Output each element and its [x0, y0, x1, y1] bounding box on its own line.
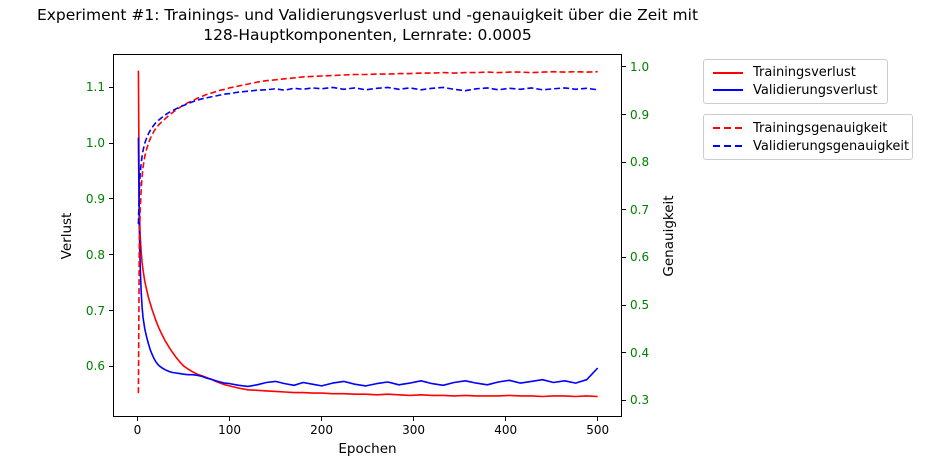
x-tick-mark — [505, 417, 507, 421]
x-tick-label: 100 — [218, 423, 241, 437]
chart-title: Experiment #1: Trainings- und Validierun… — [0, 6, 735, 45]
y-left-tick-mark — [109, 254, 113, 256]
x-tick-mark — [413, 417, 415, 421]
y-right-tick-label: 0.5 — [630, 298, 650, 313]
legend-accuracy: Trainingsgenauigkeit Validierungsgenauig… — [703, 114, 913, 160]
y-right-tick-label: 1.0 — [630, 59, 650, 74]
red-dashed-line-sample — [713, 127, 743, 129]
y-right-tick-label: 0.3 — [630, 393, 650, 408]
y-right-tick-mark — [622, 256, 626, 258]
y-left-tick-label: 0.6 — [85, 359, 105, 374]
legend-item-validierungsverlust: Validierungsverlust — [713, 82, 878, 100]
x-tick-label: 0 — [133, 423, 142, 437]
y-left-tick-label: 0.8 — [85, 247, 105, 262]
y-right-tick-label: 0.8 — [630, 155, 650, 170]
x-tick-label: 200 — [310, 423, 334, 437]
legend-item-trainingsverlust: Trainingsverlust — [713, 64, 878, 82]
y-right-tick-mark — [622, 209, 626, 211]
y-left-tick-mark — [109, 86, 113, 88]
y-left-tick-label: 1.1 — [85, 80, 105, 95]
x-tick-mark — [229, 417, 231, 421]
y-right-tick-mark — [622, 352, 626, 354]
y-right-tick-mark — [622, 161, 626, 163]
y-right-tick-mark — [622, 399, 626, 401]
chart-title-line1: Experiment #1: Trainings- und Validierun… — [36, 6, 699, 24]
y-right-tick-label: 0.9 — [630, 107, 650, 122]
red-solid-line-sample — [713, 71, 743, 74]
legend-label: Validierungsverlust — [753, 82, 878, 98]
series-line-trainingsverlust — [137, 70, 598, 398]
blue-solid-line-sample — [713, 89, 743, 92]
y-axis-label-right: Genauigkeit — [661, 195, 677, 277]
y-right-tick-label: 0.4 — [630, 345, 650, 360]
y-left-tick-mark — [109, 142, 113, 144]
x-tick-label: 300 — [402, 423, 426, 437]
y-left-tick-mark — [109, 198, 113, 200]
legend-label: Validierungsgenauigkeit — [753, 138, 910, 154]
legend-item-validierungsgenauigkeit: Validierungsgenauigkeit — [713, 137, 909, 155]
x-tick-label: 500 — [586, 423, 610, 437]
y-left-tick-mark — [109, 310, 113, 312]
y-right-tick-mark — [622, 304, 626, 306]
series-line-validierungsverlust — [137, 137, 599, 388]
plot-canvas — [137, 70, 599, 398]
y-left-tick-label: 0.9 — [85, 191, 105, 206]
x-tick-mark — [597, 417, 599, 421]
y-right-tick-mark — [622, 66, 626, 68]
series-line-trainingsgenauigkeit — [137, 70, 598, 394]
x-tick-label: 400 — [494, 423, 518, 437]
y-right-tick-label: 0.6 — [630, 250, 650, 265]
y-left-tick-label: 0.7 — [85, 303, 105, 318]
legend-label: Trainingsverlust — [753, 65, 856, 81]
chart-title-line2: 128-Hauptkomponenten, Lernrate: 0.0005 — [203, 25, 532, 44]
x-tick-mark — [136, 417, 138, 421]
legend-item-trainingsgenauigkeit: Trainingsgenauigkeit — [713, 119, 903, 137]
series-line-validierungsgenauigkeit — [137, 86, 598, 225]
y-right-tick-label: 0.7 — [630, 202, 650, 217]
x-axis-label: Epochen — [338, 441, 397, 457]
x-tick-mark — [321, 417, 323, 421]
legend-loss: Trainingsverlust Validierungsverlust — [703, 59, 888, 104]
plot-area — [113, 54, 622, 417]
y-left-tick-label: 1.0 — [85, 136, 105, 151]
y-left-tick-mark — [109, 365, 113, 367]
legend-label: Trainingsgenauigkeit — [753, 120, 888, 136]
blue-dashed-line-sample — [713, 145, 743, 147]
y-right-tick-mark — [622, 114, 626, 116]
